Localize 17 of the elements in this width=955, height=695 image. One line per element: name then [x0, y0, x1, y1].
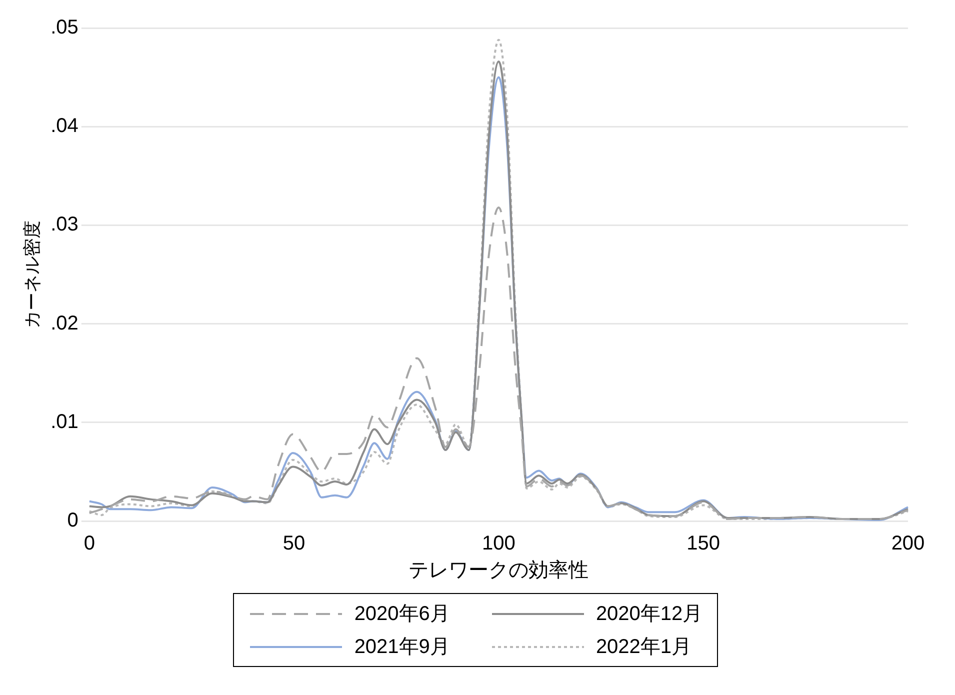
x-tick-label: 200 [891, 532, 925, 555]
legend-label: 2022年1月 [596, 635, 692, 660]
x-tick-label: 50 [282, 532, 306, 555]
x-tick-label: 100 [482, 532, 516, 555]
y-tick-label: .01 [50, 410, 78, 433]
x-tick-label: 0 [84, 532, 95, 555]
y-tick-label: .05 [50, 16, 78, 39]
legend-label: 2021年9月 [354, 635, 450, 660]
x-tick-label: 150 [686, 532, 720, 555]
y-tick-label: .02 [50, 312, 78, 334]
y-tick-label: 0 [67, 510, 78, 532]
y-tick-label: .03 [50, 214, 78, 236]
legend-label: 2020年12月 [596, 602, 703, 627]
x-axis-title: テレワークの効率性 [408, 560, 589, 582]
y-axis-title: カーネル密度 [22, 220, 42, 328]
y-tick-label: .04 [50, 115, 78, 138]
legend-label: 2020年6月 [354, 602, 450, 627]
